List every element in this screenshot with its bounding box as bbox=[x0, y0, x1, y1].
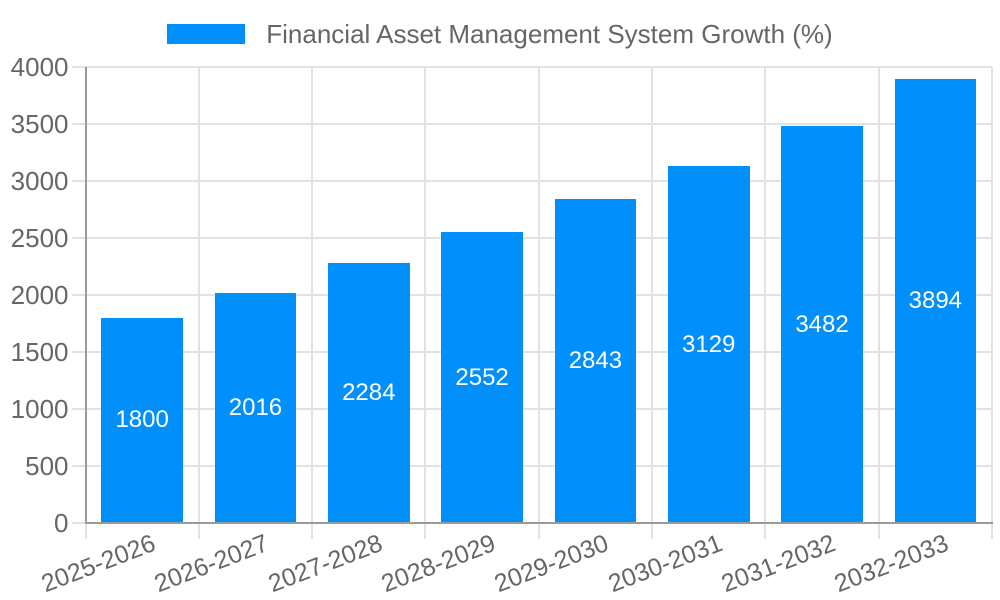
bar[interactable] bbox=[667, 166, 750, 522]
y-tick-label: 500 bbox=[25, 451, 69, 481]
bar-value-label: 2843 bbox=[568, 346, 623, 374]
bar[interactable] bbox=[781, 126, 863, 522]
y-tick-label: 1000 bbox=[10, 394, 69, 424]
bar-value-label: 3894 bbox=[908, 287, 963, 315]
legend-item[interactable]: Financial Asset Management System Growth… bbox=[0, 21, 1000, 47]
y-tick-label: 0 bbox=[54, 508, 69, 538]
x-tick bbox=[764, 523, 767, 539]
x-axis-line bbox=[84, 522, 993, 524]
v-gridline bbox=[877, 67, 880, 523]
v-gridline bbox=[651, 67, 654, 523]
x-tick bbox=[651, 523, 654, 539]
y-tick-label: 4000 bbox=[10, 52, 69, 82]
y-tick-label: 3500 bbox=[10, 109, 69, 139]
y-tick-label: 3000 bbox=[10, 166, 69, 196]
v-gridline bbox=[991, 67, 993, 523]
bar[interactable] bbox=[441, 232, 523, 522]
bar[interactable] bbox=[894, 79, 977, 522]
y-tick-label: 1500 bbox=[10, 337, 69, 367]
bar-value-label: 1800 bbox=[115, 406, 169, 434]
y-axis-line bbox=[84, 67, 87, 524]
x-tick bbox=[311, 523, 314, 539]
y-tick bbox=[71, 522, 86, 524]
bar-value-label: 2552 bbox=[455, 363, 509, 391]
v-gridline bbox=[537, 67, 540, 523]
bar-value-label: 2016 bbox=[228, 394, 283, 422]
bar[interactable] bbox=[101, 317, 183, 522]
x-tick bbox=[197, 523, 200, 539]
x-tick bbox=[84, 523, 87, 539]
v-gridline bbox=[311, 67, 314, 523]
bar-value-label: 3129 bbox=[682, 330, 736, 358]
bar[interactable] bbox=[214, 293, 297, 522]
x-tick bbox=[537, 523, 540, 539]
y-tick-label: 2000 bbox=[10, 280, 69, 310]
bar[interactable] bbox=[554, 198, 637, 522]
legend-label: Financial Asset Management System Growth… bbox=[266, 19, 833, 49]
v-gridline bbox=[197, 67, 200, 523]
bar-value-label: 2284 bbox=[342, 378, 396, 406]
y-tick-label: 2500 bbox=[10, 223, 69, 253]
y-tick bbox=[71, 66, 86, 68]
y-tick bbox=[71, 294, 86, 296]
y-tick bbox=[71, 123, 86, 125]
x-tick bbox=[991, 523, 993, 539]
x-tick bbox=[877, 523, 880, 539]
bar-value-label: 3482 bbox=[795, 310, 849, 338]
y-tick bbox=[71, 180, 86, 182]
x-tick bbox=[424, 523, 427, 539]
y-tick bbox=[71, 465, 86, 467]
legend-swatch-icon bbox=[167, 24, 246, 44]
y-tick bbox=[71, 351, 86, 353]
bar[interactable] bbox=[327, 262, 410, 522]
v-gridline bbox=[424, 67, 427, 523]
y-tick bbox=[71, 408, 86, 410]
y-tick bbox=[71, 237, 86, 239]
v-gridline bbox=[764, 67, 767, 523]
